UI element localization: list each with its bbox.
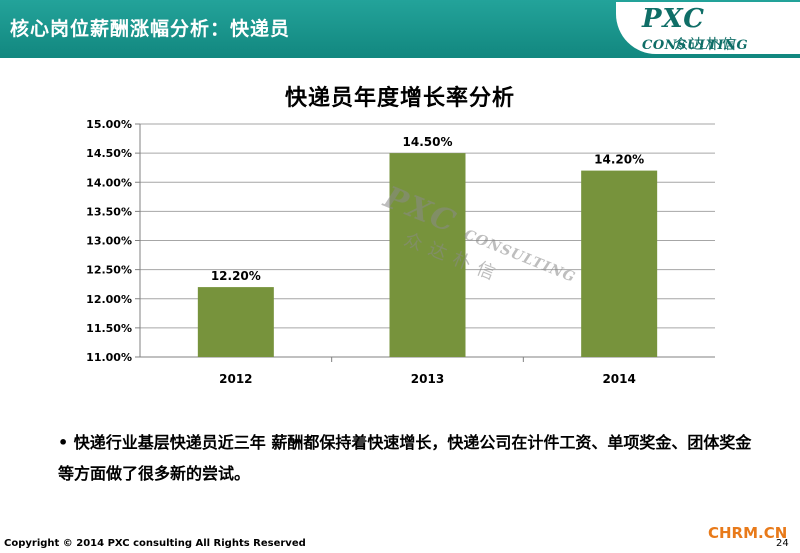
- y-tick-label: 14.00%: [86, 176, 132, 189]
- y-tick-label: 14.50%: [86, 147, 132, 160]
- header-bar: 核心岗位薪酬涨幅分析：快递员 PXC CONSULTING 众达朴信: [0, 0, 800, 58]
- x-tick-label: 2012: [219, 372, 252, 386]
- bar: [581, 170, 658, 357]
- y-tick-label: 12.00%: [86, 293, 132, 306]
- x-tick-label: 2014: [602, 372, 635, 386]
- page-title: 核心岗位薪酬涨幅分析：快递员: [10, 18, 291, 40]
- bar: [389, 153, 466, 357]
- logo-chinese-name: 众达朴信: [674, 37, 738, 53]
- logo-name-small: CONSULTING: [642, 38, 749, 53]
- y-tick-label: 13.50%: [86, 205, 132, 218]
- x-tick-label: 2013: [411, 372, 444, 386]
- page-number: 24: [776, 538, 789, 549]
- y-tick-label: 15.00%: [86, 118, 132, 131]
- y-tick-label: 13.00%: [86, 235, 132, 248]
- data-label: 12.20%: [211, 269, 261, 283]
- logo-wordmark: PXC CONSULTING: [642, 4, 800, 53]
- data-label: 14.20%: [594, 153, 644, 167]
- bar: [197, 287, 274, 357]
- data-label: 14.50%: [403, 135, 453, 149]
- chart-title: 快递员年度增长率分析: [284, 86, 515, 111]
- y-tick-label: 11.50%: [86, 322, 132, 335]
- logo-name-big: PXC: [642, 4, 705, 34]
- site-watermark: CHRM.CN: [708, 524, 788, 542]
- bullet-text: • 快递行业基层快递员近三年 薪酬都保持着快速增长，快递公司在计件工资、单项奖金…: [58, 433, 752, 483]
- pxc-logo: PXC CONSULTING 众达朴信: [616, 2, 800, 54]
- y-tick-label: 11.00%: [86, 351, 132, 364]
- y-tick-label: 12.50%: [86, 264, 132, 277]
- bar-chart: 11.00% 11.50% 12.00% 12.50% 13.00% 13.50% 14.0…: [86, 118, 715, 386]
- copyright-text: Copyright © 2014 PXC consulting All Righ…: [4, 538, 306, 549]
